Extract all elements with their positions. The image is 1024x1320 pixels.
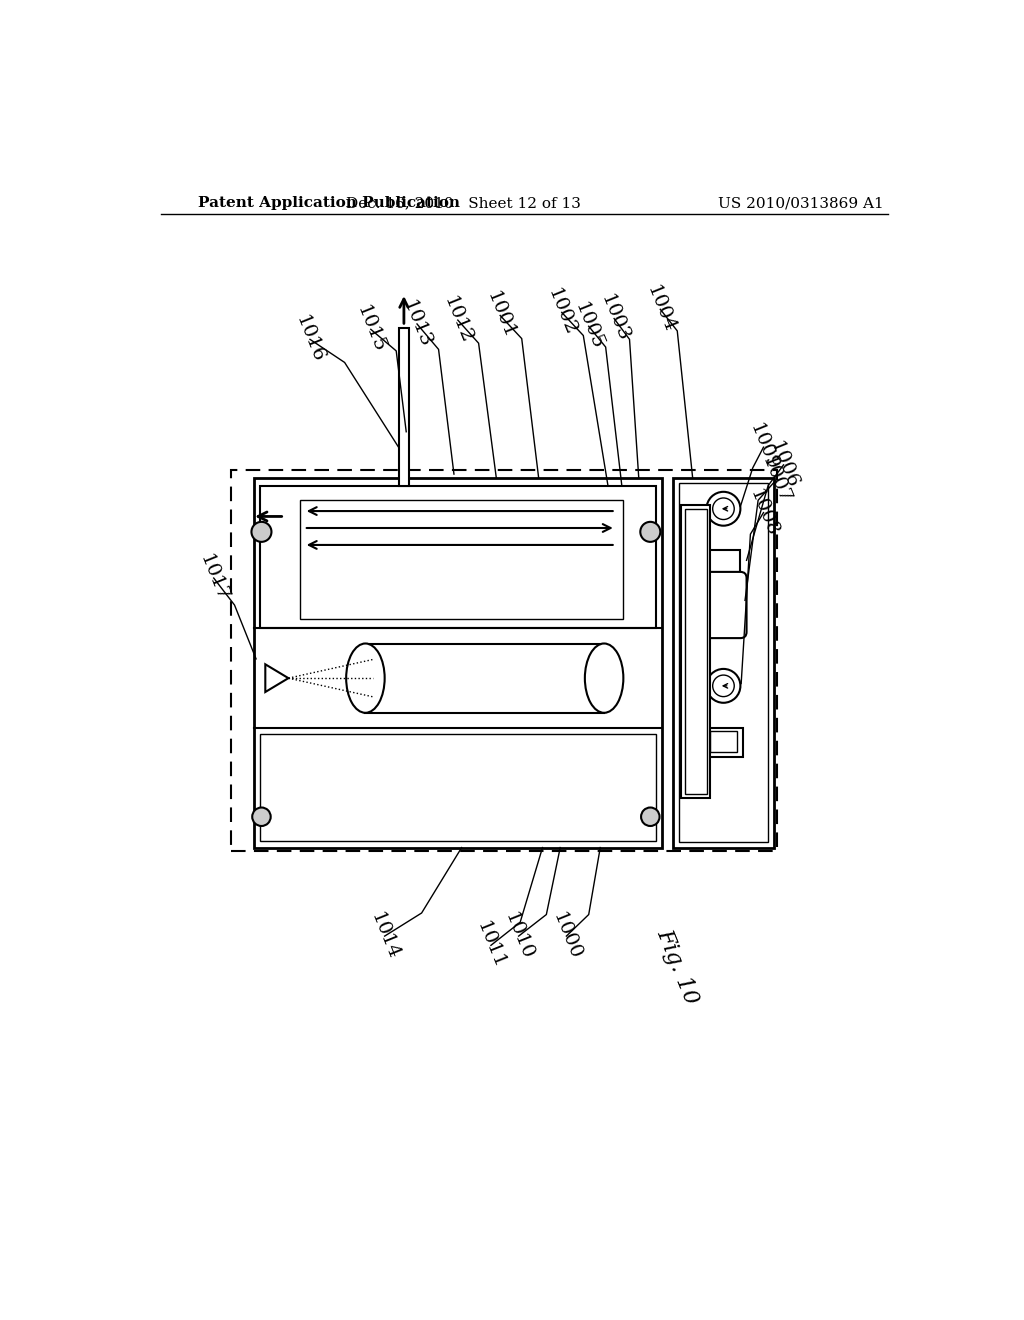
Bar bbox=[681, 506, 711, 797]
Circle shape bbox=[252, 521, 271, 543]
Text: Patent Application Publication: Patent Application Publication bbox=[199, 197, 461, 210]
Circle shape bbox=[707, 492, 740, 525]
Bar bbox=[705, 729, 742, 758]
Bar bbox=[300, 499, 624, 619]
Text: 1012: 1012 bbox=[440, 294, 475, 346]
Text: 1005: 1005 bbox=[571, 300, 606, 352]
Bar bbox=[685, 508, 707, 793]
Text: 1016: 1016 bbox=[293, 313, 328, 366]
Circle shape bbox=[713, 675, 734, 697]
Text: 1008: 1008 bbox=[745, 486, 781, 539]
Circle shape bbox=[640, 521, 660, 543]
Text: Dec. 16, 2010   Sheet 12 of 13: Dec. 16, 2010 Sheet 12 of 13 bbox=[346, 197, 581, 210]
Bar bbox=[366, 644, 604, 713]
Text: 1009: 1009 bbox=[745, 421, 781, 474]
Text: 1013: 1013 bbox=[399, 297, 434, 350]
Text: 1007: 1007 bbox=[758, 454, 794, 507]
Circle shape bbox=[713, 498, 734, 520]
Text: 1003: 1003 bbox=[597, 292, 632, 345]
Polygon shape bbox=[265, 664, 289, 692]
Bar bbox=[679, 483, 768, 842]
Bar bbox=[260, 734, 655, 841]
Bar bbox=[710, 730, 737, 752]
Text: 1004: 1004 bbox=[643, 282, 678, 335]
Text: 1017: 1017 bbox=[197, 552, 231, 605]
Bar bbox=[254, 478, 662, 847]
Circle shape bbox=[252, 808, 270, 826]
Text: 1002: 1002 bbox=[544, 286, 580, 339]
Bar bbox=[674, 478, 773, 847]
Text: 1006: 1006 bbox=[766, 438, 801, 491]
Text: 1014: 1014 bbox=[367, 909, 402, 962]
Bar bbox=[230, 470, 777, 851]
Text: 1015: 1015 bbox=[353, 304, 388, 355]
Circle shape bbox=[641, 808, 659, 826]
Ellipse shape bbox=[346, 644, 385, 713]
Text: Fig. 10: Fig. 10 bbox=[652, 927, 702, 1007]
Bar bbox=[707, 549, 740, 573]
Text: US 2010/0313869 A1: US 2010/0313869 A1 bbox=[718, 197, 884, 210]
FancyBboxPatch shape bbox=[700, 572, 746, 638]
Text: 1010: 1010 bbox=[501, 909, 537, 962]
Ellipse shape bbox=[585, 644, 624, 713]
Text: 1001: 1001 bbox=[482, 289, 518, 342]
Bar bbox=[260, 486, 655, 628]
Circle shape bbox=[707, 669, 740, 702]
Text: 1000: 1000 bbox=[549, 909, 584, 962]
Text: 1011: 1011 bbox=[473, 919, 509, 972]
Bar bbox=[398, 327, 410, 486]
